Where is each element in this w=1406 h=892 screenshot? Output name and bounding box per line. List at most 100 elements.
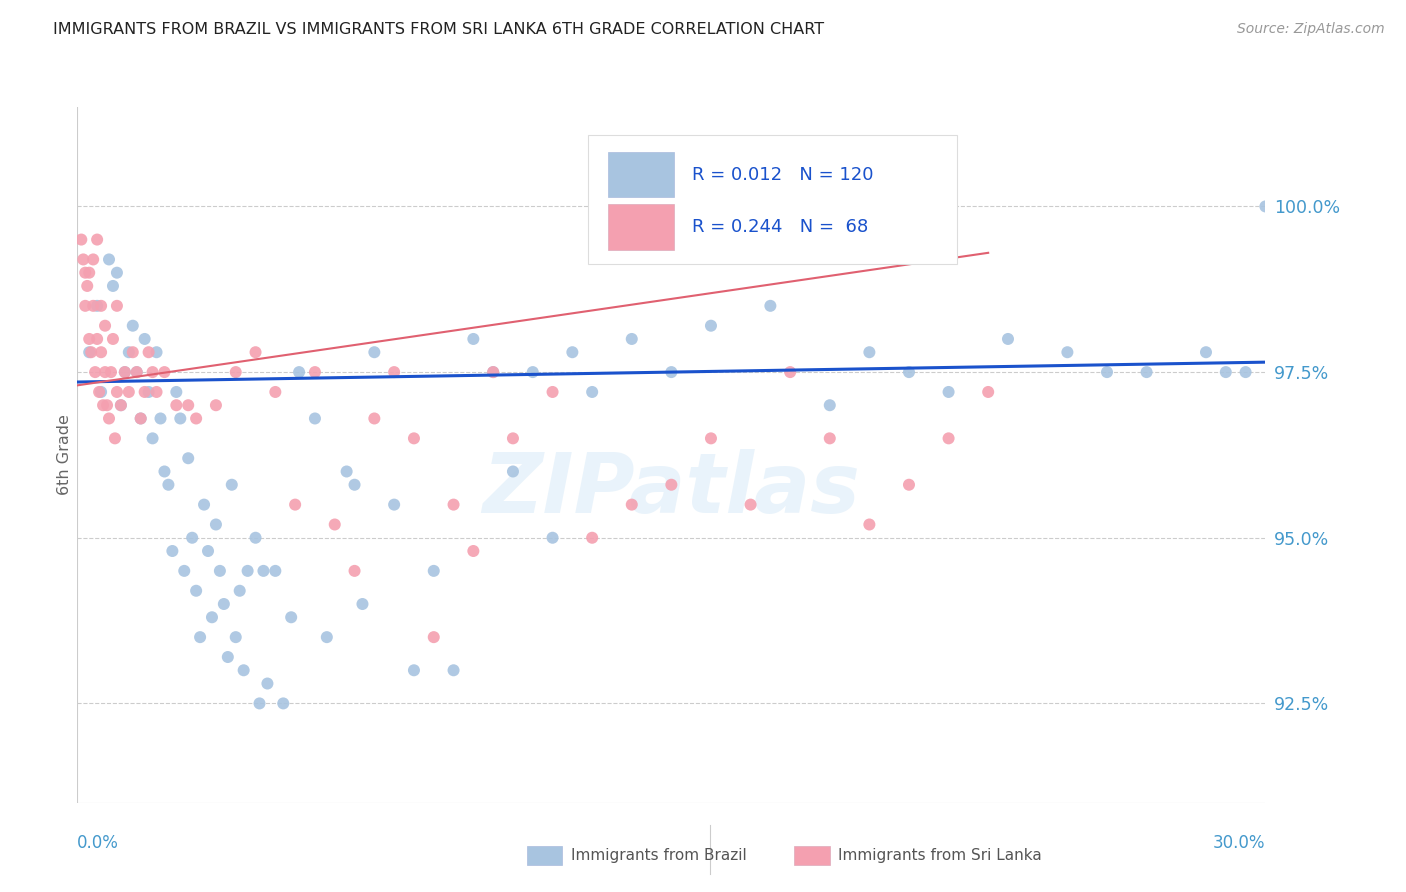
Point	[284, 498, 307, 512]
Text: Source: ZipAtlas.com: Source: ZipAtlas.com	[1237, 22, 1385, 37]
Point	[228, 583, 250, 598]
Point	[186, 583, 208, 598]
Point	[72, 252, 94, 267]
Point	[740, 498, 762, 512]
Point	[221, 477, 243, 491]
Point	[201, 610, 224, 624]
Point	[145, 345, 167, 359]
Point	[402, 431, 425, 445]
Point	[225, 630, 247, 644]
Point	[818, 431, 841, 445]
Point	[759, 299, 782, 313]
Point	[114, 365, 136, 379]
Point	[977, 384, 1000, 399]
Point	[208, 564, 231, 578]
Point	[129, 411, 152, 425]
Point	[700, 431, 723, 445]
Point	[443, 663, 465, 677]
Point	[304, 411, 326, 425]
Point	[232, 663, 254, 677]
Text: R = 0.244   N =  68: R = 0.244 N = 68	[692, 218, 868, 235]
Point	[96, 398, 118, 412]
Point	[288, 365, 311, 379]
Point	[105, 266, 128, 280]
Point	[522, 365, 544, 379]
Point	[105, 384, 128, 399]
Point	[165, 398, 187, 412]
Point	[90, 345, 112, 359]
Point	[256, 676, 278, 690]
Point	[121, 318, 143, 333]
Point	[363, 411, 385, 425]
Point	[121, 345, 143, 359]
Point	[98, 252, 121, 267]
Point	[205, 517, 228, 532]
Point	[173, 564, 195, 578]
Point	[197, 544, 219, 558]
Point	[193, 498, 215, 512]
Point	[225, 365, 247, 379]
Point	[1254, 199, 1277, 213]
Point	[382, 365, 405, 379]
Point	[581, 531, 603, 545]
Text: 0.0%: 0.0%	[77, 834, 120, 852]
Text: ZIPatlas: ZIPatlas	[482, 450, 860, 530]
Text: Immigrants from Brazil: Immigrants from Brazil	[571, 848, 747, 863]
Point	[249, 697, 271, 711]
Point	[264, 564, 287, 578]
Point	[1056, 345, 1078, 359]
Point	[620, 332, 643, 346]
Point	[561, 345, 583, 359]
Point	[138, 345, 160, 359]
Point	[76, 279, 98, 293]
Point	[482, 365, 505, 379]
Point	[700, 318, 723, 333]
Point	[162, 544, 184, 558]
Point	[1234, 365, 1257, 379]
Point	[188, 630, 211, 644]
Point	[304, 365, 326, 379]
Point	[352, 597, 374, 611]
Point	[482, 365, 505, 379]
Point	[271, 697, 294, 711]
Point	[94, 365, 117, 379]
Point	[90, 299, 112, 313]
Point	[541, 384, 564, 399]
Point	[142, 431, 165, 445]
Point	[382, 498, 405, 512]
Point	[186, 411, 208, 425]
Point	[858, 517, 880, 532]
Point	[363, 345, 385, 359]
Point	[129, 411, 152, 425]
Point	[898, 365, 921, 379]
Point	[1095, 365, 1118, 379]
Y-axis label: 6th Grade: 6th Grade	[56, 415, 72, 495]
Point	[280, 610, 302, 624]
Point	[181, 531, 204, 545]
Point	[779, 365, 801, 379]
Point	[134, 384, 156, 399]
Point	[217, 650, 239, 665]
Point	[138, 384, 160, 399]
Point	[463, 332, 485, 346]
Point	[402, 663, 425, 677]
Point	[858, 345, 880, 359]
Point	[177, 451, 200, 466]
Point	[149, 411, 172, 425]
Point	[104, 431, 127, 445]
Point	[86, 332, 108, 346]
Point	[77, 332, 100, 346]
Point	[100, 365, 122, 379]
Point	[80, 345, 103, 359]
Point	[336, 465, 359, 479]
Point	[1215, 365, 1237, 379]
Point	[169, 411, 191, 425]
Text: IMMIGRANTS FROM BRAZIL VS IMMIGRANTS FROM SRI LANKA 6TH GRADE CORRELATION CHART: IMMIGRANTS FROM BRAZIL VS IMMIGRANTS FRO…	[53, 22, 824, 37]
Bar	[609, 204, 673, 250]
Point	[343, 477, 366, 491]
Point	[77, 266, 100, 280]
Point	[938, 431, 960, 445]
Point	[118, 384, 141, 399]
Point	[110, 398, 132, 412]
Point	[1195, 345, 1218, 359]
